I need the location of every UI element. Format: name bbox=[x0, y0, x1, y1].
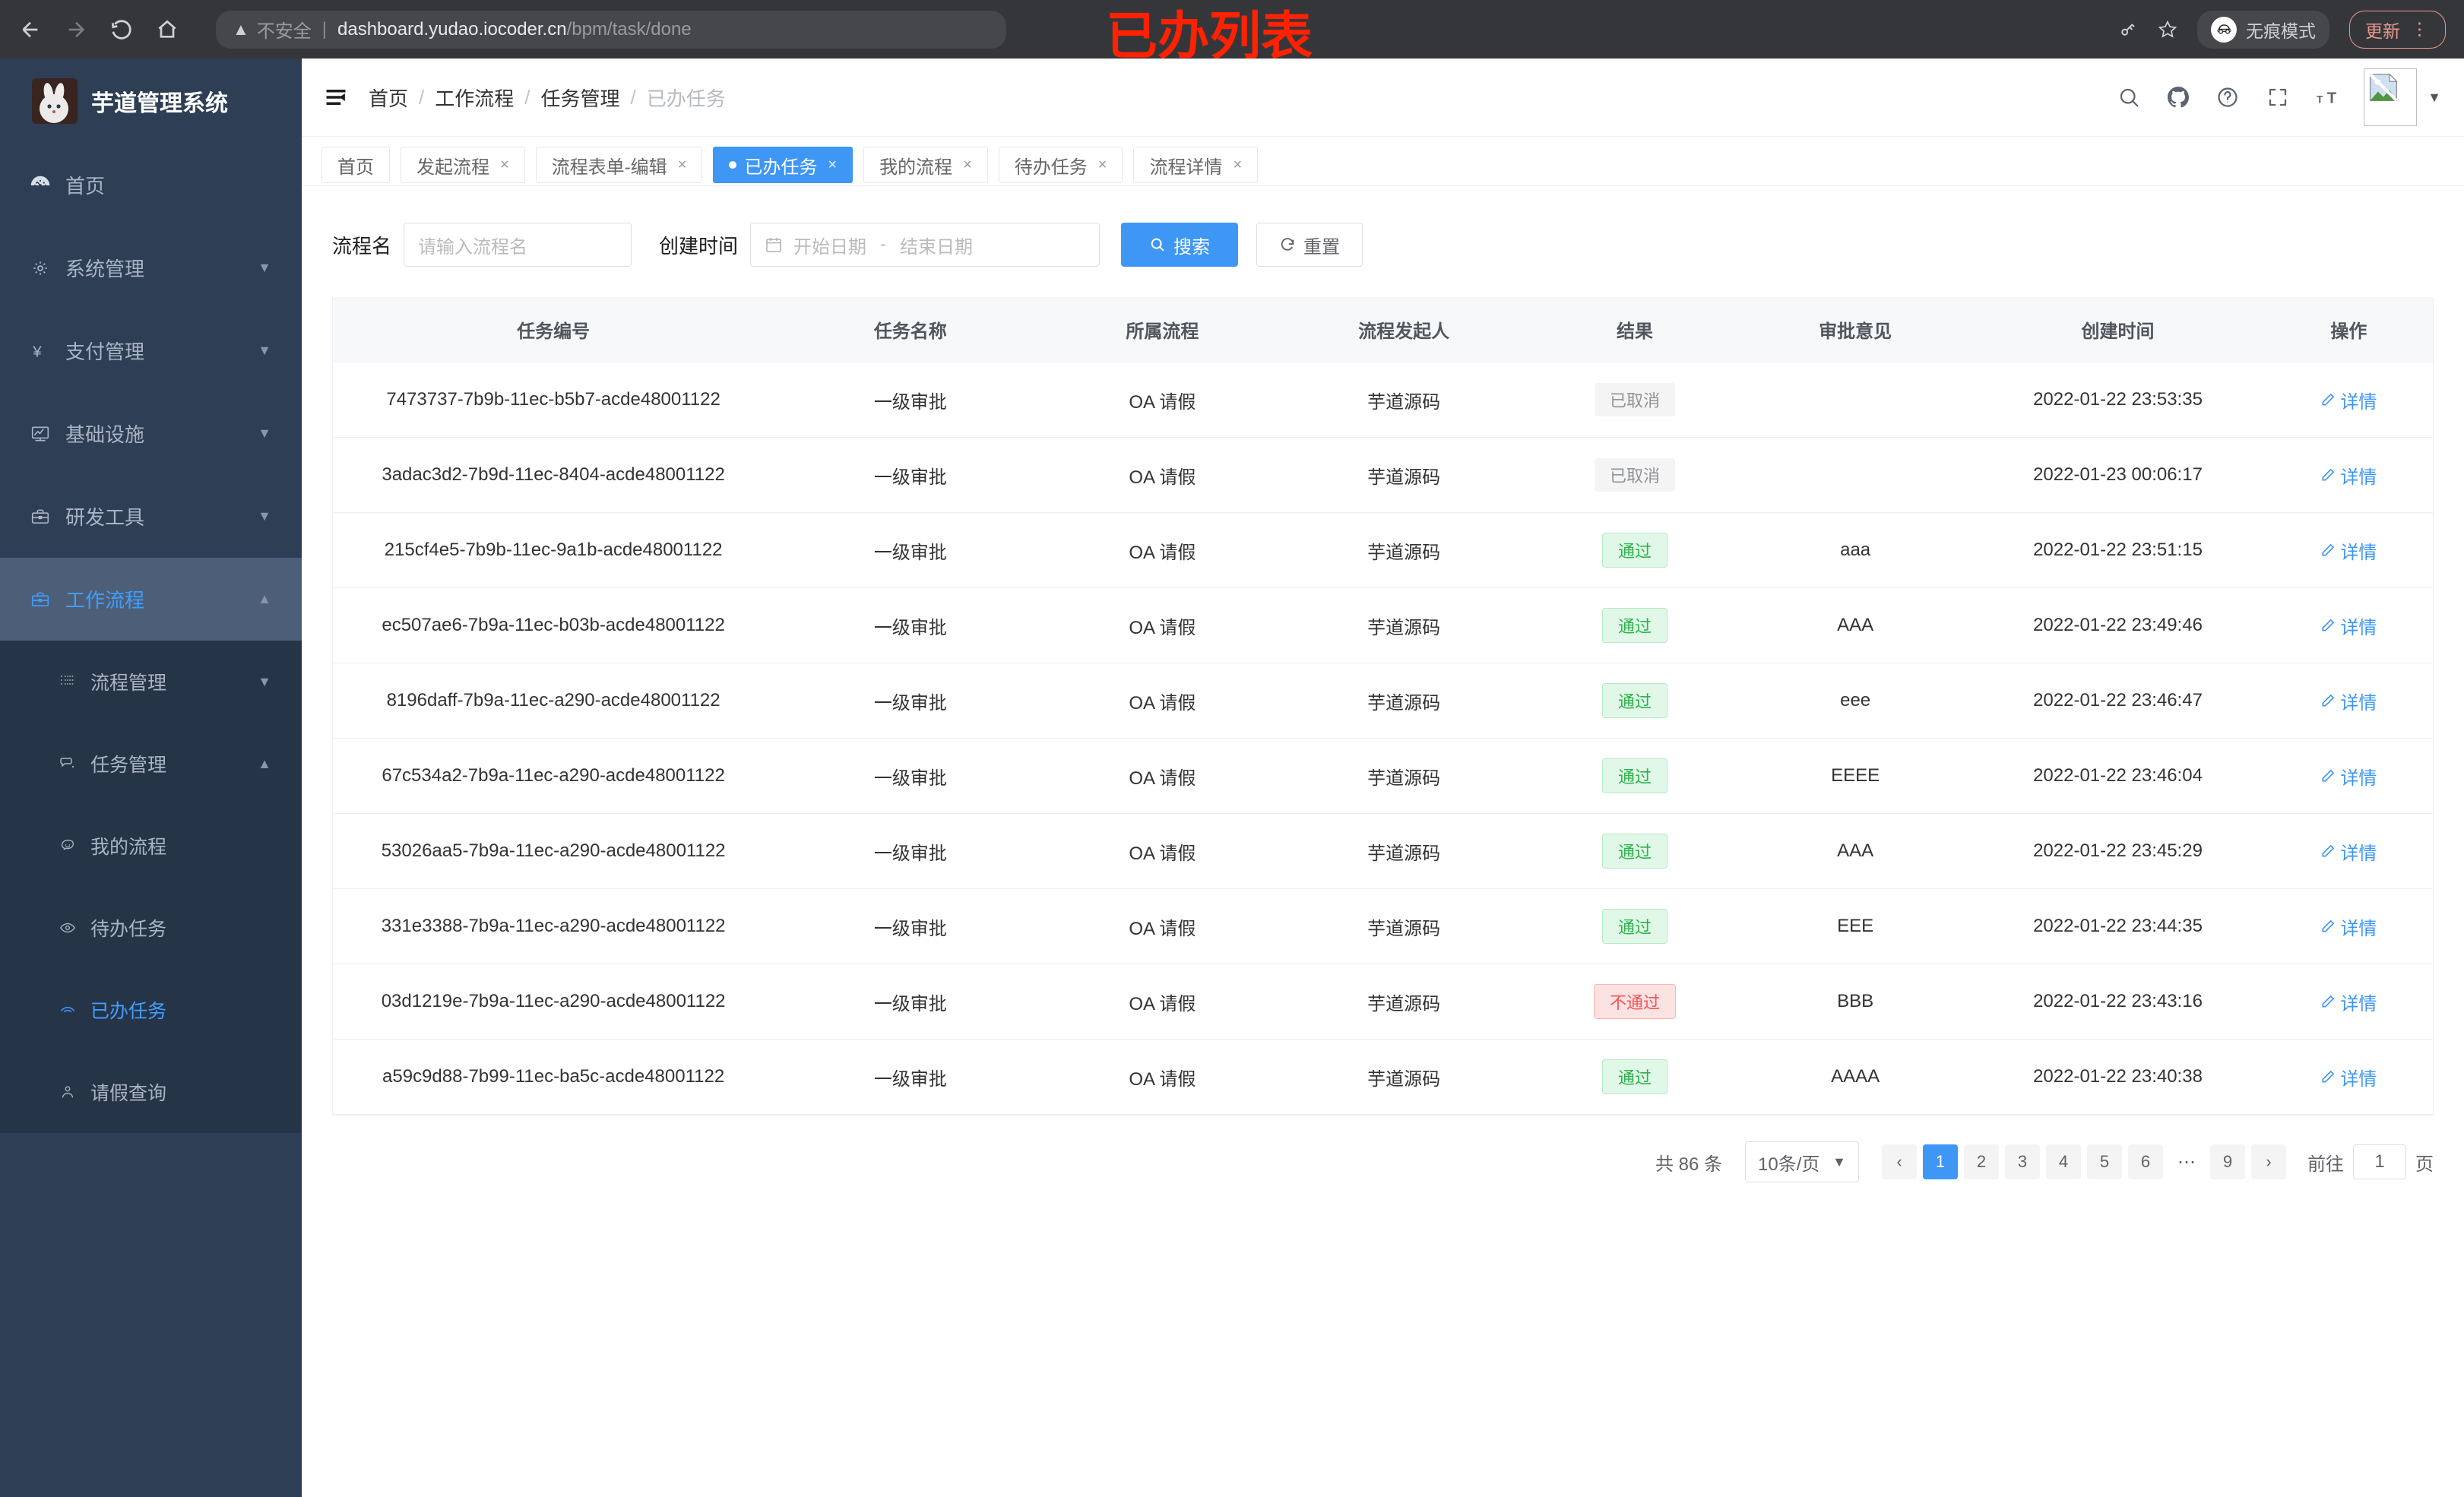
svg-text:T: T bbox=[2317, 93, 2323, 105]
svg-text:T: T bbox=[2327, 90, 2337, 106]
svg-text:¥: ¥ bbox=[32, 343, 42, 360]
